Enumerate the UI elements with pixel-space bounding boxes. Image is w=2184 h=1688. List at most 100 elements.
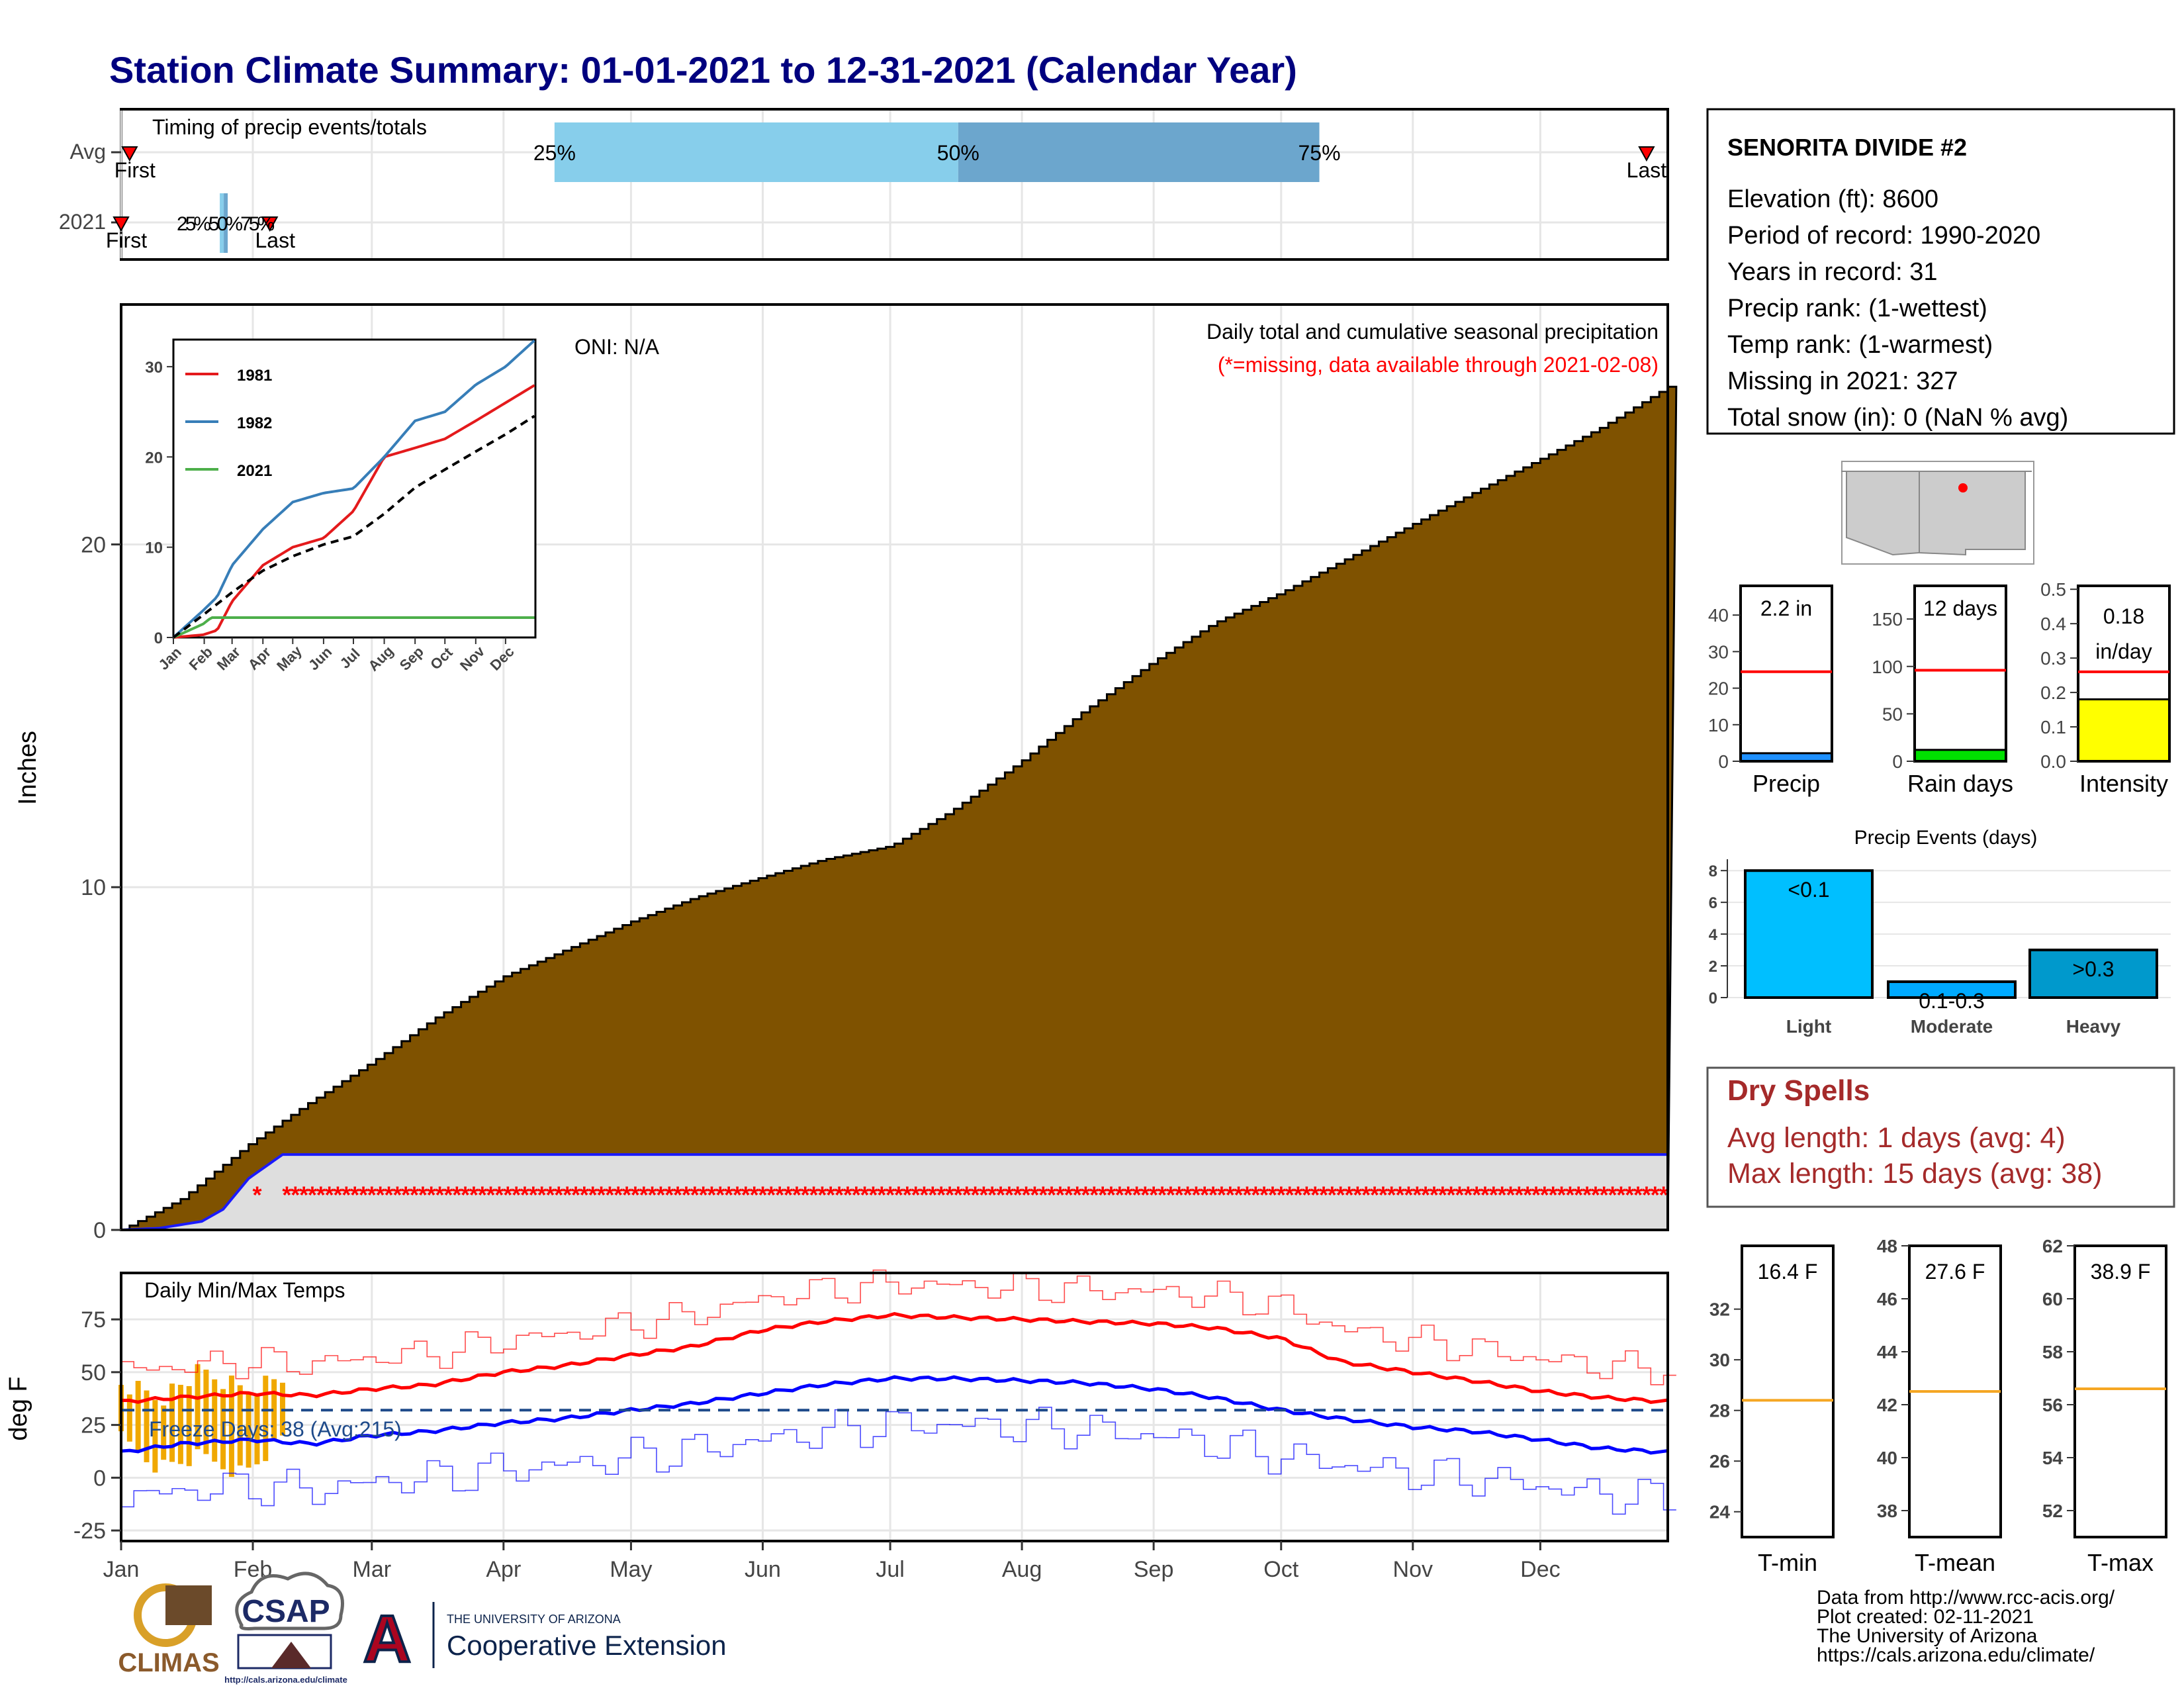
missing-marker: * — [1158, 1182, 1167, 1209]
temp-y-label: deg F — [5, 1376, 32, 1440]
missing-marker: * — [784, 1182, 793, 1209]
missing-marker: * — [469, 1182, 478, 1209]
precip-y-axis: 0 10 20 — [81, 532, 121, 1243]
missing-marker: * — [1506, 1182, 1515, 1209]
missing-marker: * — [1404, 1182, 1413, 1209]
missing-marker: * — [571, 1182, 580, 1209]
inset-ytick-label-0: 0 — [154, 630, 163, 647]
temp-box-value-1: 27.6 F — [1925, 1260, 1985, 1284]
freeze-day-bar — [254, 1395, 260, 1465]
missing-marker: * — [1574, 1182, 1583, 1209]
freeze-day-bar — [195, 1364, 201, 1450]
timing-panel-label: Timing of precip events/totals — [152, 115, 427, 139]
temp-box-ytick-label-2-3: 58 — [2042, 1342, 2063, 1362]
missing-marker: * — [1421, 1182, 1430, 1209]
missing-marker: * — [1498, 1182, 1507, 1209]
temp-box-label-1: T-mean — [1915, 1549, 1995, 1576]
missing-marker: * — [529, 1182, 538, 1209]
events-bar-label-1: 0.1-0.3 — [1919, 989, 1985, 1013]
missing-marker: * — [826, 1182, 835, 1209]
missing-marker: * — [835, 1182, 844, 1209]
missing-marker: * — [1633, 1182, 1643, 1209]
legend-label-1981: 1981 — [237, 367, 272, 385]
inset-ytick-label-30: 30 — [145, 359, 163, 377]
freeze-day-bar — [169, 1383, 175, 1462]
credits: Data from http://www.rcc-acis.org/ Plot … — [1817, 1587, 2115, 1666]
freeze-day-bar — [186, 1385, 192, 1466]
freeze-day-bar — [263, 1376, 269, 1462]
missing-marker: * — [996, 1182, 1005, 1209]
temp-box-ytick-label-2-5: 62 — [2042, 1236, 2063, 1256]
dry-spells-avg: Avg length: 1 days (avg: 4) — [1727, 1122, 2066, 1154]
missing-marker: * — [1107, 1182, 1116, 1209]
temp-panel: -25 0 25 50 75 Daily Min/Max Temps Freeze Da… — [5, 1269, 1676, 1582]
missing-marker: * — [1005, 1182, 1014, 1209]
mini-ytick-label-1-3: 150 — [1872, 609, 1903, 630]
temp-box-ytick-label-1-5: 48 — [1877, 1236, 1897, 1256]
credit-data-source: Data from http://www.rcc-acis.org/ — [1817, 1587, 2115, 1609]
timing-row-avg: Avg — [69, 140, 106, 164]
station-snow: Total snow (in): 0 (NaN % avg) — [1727, 404, 2068, 432]
missing-marker: * — [554, 1182, 563, 1209]
precip-header: Daily total and cumulative seasonal prec… — [1206, 320, 1659, 344]
precip-ytick-label-10: 10 — [81, 875, 106, 900]
ua-block-a-icon: A — [363, 1602, 411, 1676]
dry-spells: Dry Spells Avg length: 1 days (avg: 4) M… — [1706, 1066, 2175, 1208]
missing-marker: * — [766, 1182, 776, 1209]
month-label-jan: Jan — [103, 1557, 140, 1582]
missing-marker: * — [1234, 1182, 1244, 1209]
climas-logo-block — [165, 1585, 212, 1625]
missing-marker: * — [1514, 1182, 1524, 1209]
freeze-day-bar — [135, 1380, 141, 1452]
precip-events-bars: 0 2 4 6 8 <0.1 Light 0.1-0.3 Moderate >0.3 Heavy — [1709, 859, 2171, 1037]
missing-marker: * — [741, 1182, 751, 1209]
missing-marker: * — [316, 1182, 326, 1209]
mini-bar-value-0: 2.2 in — [1760, 596, 1812, 620]
temp-summary-boxes: 24 26 28 30 32 16.4 F T-min 38 40 42 44 46 48 27.6 F T… — [1709, 1236, 2167, 1576]
missing-marker: * — [1285, 1182, 1295, 1209]
missing-marker: * — [1412, 1182, 1422, 1209]
month-label-dec: Dec — [1520, 1557, 1560, 1582]
missing-marker: * — [886, 1182, 895, 1209]
missing-marker: * — [1251, 1182, 1260, 1209]
mini-bar-rain-days — [1913, 749, 2007, 763]
mini-ytick-label-0-4: 40 — [1708, 605, 1729, 626]
station-info-frame — [1706, 108, 2175, 435]
temp-box-ytick-label-0-1: 26 — [1709, 1451, 1730, 1472]
2021-last-label: Last — [255, 228, 295, 252]
missing-marker: * — [588, 1182, 598, 1209]
missing-marker: * — [376, 1182, 385, 1209]
missing-marker: * — [673, 1182, 682, 1209]
missing-marker: * — [494, 1182, 504, 1209]
missing-marker: * — [1379, 1182, 1388, 1209]
freeze-day-bar — [161, 1405, 167, 1460]
temp-panel-label: Daily Min/Max Temps — [144, 1278, 345, 1302]
missing-marker: * — [1651, 1182, 1660, 1209]
figure-title: Station Climate Summary: 01-01-2021 to 1… — [109, 49, 1297, 91]
precip-events-title: Precip Events (days) — [1854, 827, 2038, 849]
missing-marker: * — [1226, 1182, 1235, 1209]
temp-ytick-label-1: 0 — [93, 1466, 106, 1491]
freeze-days-label: Freeze Days: 38 (Avg:215) — [149, 1417, 402, 1441]
missing-marker: * — [1302, 1182, 1311, 1209]
missing-marker: * — [291, 1182, 300, 1209]
precip-panel-frame — [120, 303, 1669, 1231]
missing-marker: * — [817, 1182, 827, 1209]
inset-legend: 1981 1982 2021 — [185, 367, 272, 480]
month-label-jul: Jul — [876, 1557, 904, 1582]
legend-label-2021: 2021 — [237, 462, 272, 480]
locator-map — [1841, 461, 2034, 565]
missing-marker: * — [970, 1182, 979, 1209]
missing-marker: * — [435, 1182, 445, 1209]
missing-marker: * — [1523, 1182, 1532, 1209]
mini-ytick-label-2-3: 0.3 — [2040, 648, 2066, 669]
2021-first-label: First — [106, 228, 147, 252]
temp-box-frame-2 — [2073, 1244, 2167, 1538]
missing-marker: * — [1132, 1182, 1141, 1209]
freeze-day-bar — [152, 1400, 158, 1473]
inset-series-1981 — [173, 384, 535, 639]
station-missing: Missing in 2021: 327 — [1727, 367, 1958, 395]
month-x-axis: Jan Feb Mar Apr May Jun Jul Aug Sep Oct Nov Dec — [103, 1541, 1561, 1582]
